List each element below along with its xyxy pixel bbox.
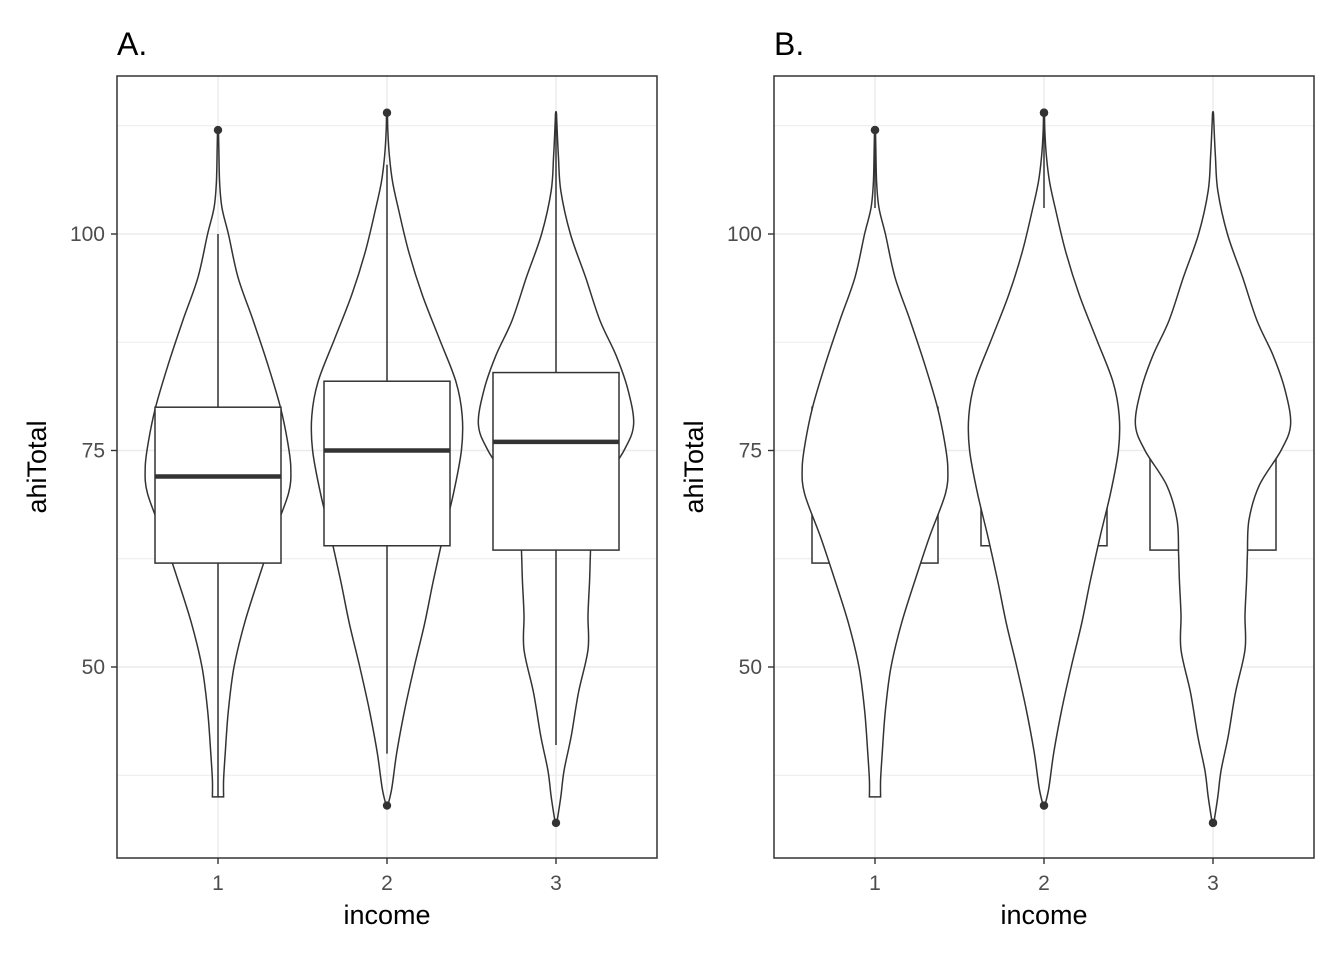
outlier-point (382, 108, 392, 117)
y-axis-title: ahiTotal (22, 420, 52, 513)
x-axis-title: income (1000, 900, 1087, 930)
y-tick-label: 100 (70, 223, 105, 246)
y-tick-label: 75 (82, 440, 105, 463)
violin-3 (477, 110, 635, 824)
violin-3 (1134, 110, 1292, 824)
panel-title: B. (774, 26, 804, 62)
box-iqr (323, 380, 451, 547)
outlier-point (551, 818, 561, 828)
outlier-point (1039, 801, 1049, 810)
box-iqr (154, 406, 282, 564)
x-tick-label: 1 (212, 872, 224, 895)
y-axis-title: ahiTotal (679, 420, 709, 513)
panel-b: 50 75 100 1 2 3 income ahiTotal B. (679, 26, 1315, 930)
x-axis-title: income (343, 900, 430, 930)
outlier-point (1208, 818, 1218, 828)
box-iqr (492, 371, 620, 551)
x-tick-label: 2 (1038, 872, 1050, 895)
violin-1 (801, 127, 949, 798)
x-tick-label: 1 (869, 872, 881, 895)
panel-a: 50 75 100 1 2 3 income ahiTotal A. (22, 26, 658, 930)
x-tick-label: 3 (550, 872, 562, 895)
boxplot-2 (323, 108, 451, 810)
y-tick-label: 75 (739, 440, 762, 463)
y-tick-label: 100 (727, 223, 762, 246)
x-tick-label: 3 (1207, 872, 1219, 895)
y-tick-label: 50 (739, 656, 762, 679)
y-tick-label: 50 (82, 656, 105, 679)
boxplot-1 (154, 125, 282, 797)
panel-title: A. (117, 26, 147, 62)
x-tick-label: 2 (381, 872, 393, 895)
violin-2 (967, 109, 1121, 807)
boxplot-3 (492, 112, 620, 828)
outlier-point (382, 801, 392, 810)
outlier-point (213, 125, 223, 135)
